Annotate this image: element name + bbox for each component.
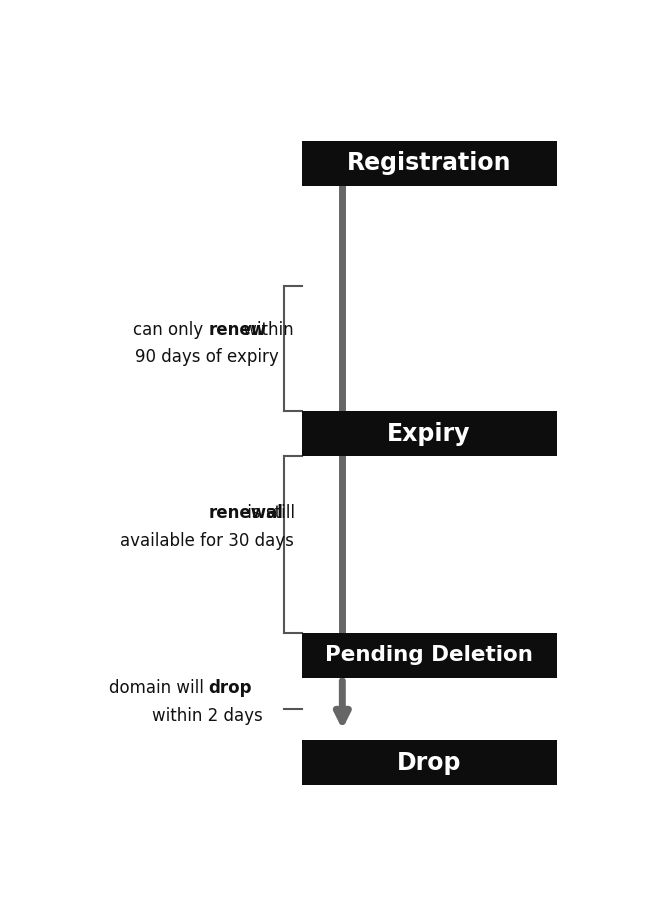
Text: Drop: Drop xyxy=(397,751,461,775)
Text: domain will: domain will xyxy=(109,679,209,697)
FancyArrowPatch shape xyxy=(336,680,349,722)
Text: Expiry: Expiry xyxy=(388,422,470,446)
Text: within 2 days: within 2 days xyxy=(152,706,263,724)
Text: 90 days of expiry: 90 days of expiry xyxy=(136,348,279,366)
Text: can only: can only xyxy=(134,320,209,338)
FancyBboxPatch shape xyxy=(301,411,557,456)
Text: available for 30 days: available for 30 days xyxy=(120,532,294,550)
Text: renew: renew xyxy=(209,320,267,338)
Text: Pending Deletion: Pending Deletion xyxy=(325,645,533,665)
Text: within: within xyxy=(238,320,293,338)
FancyBboxPatch shape xyxy=(301,141,557,186)
FancyBboxPatch shape xyxy=(301,741,557,786)
Text: drop: drop xyxy=(209,679,252,697)
Text: is still: is still xyxy=(242,504,295,522)
Text: renewal: renewal xyxy=(209,504,284,522)
Text: Registration: Registration xyxy=(347,151,511,176)
FancyBboxPatch shape xyxy=(301,633,557,678)
